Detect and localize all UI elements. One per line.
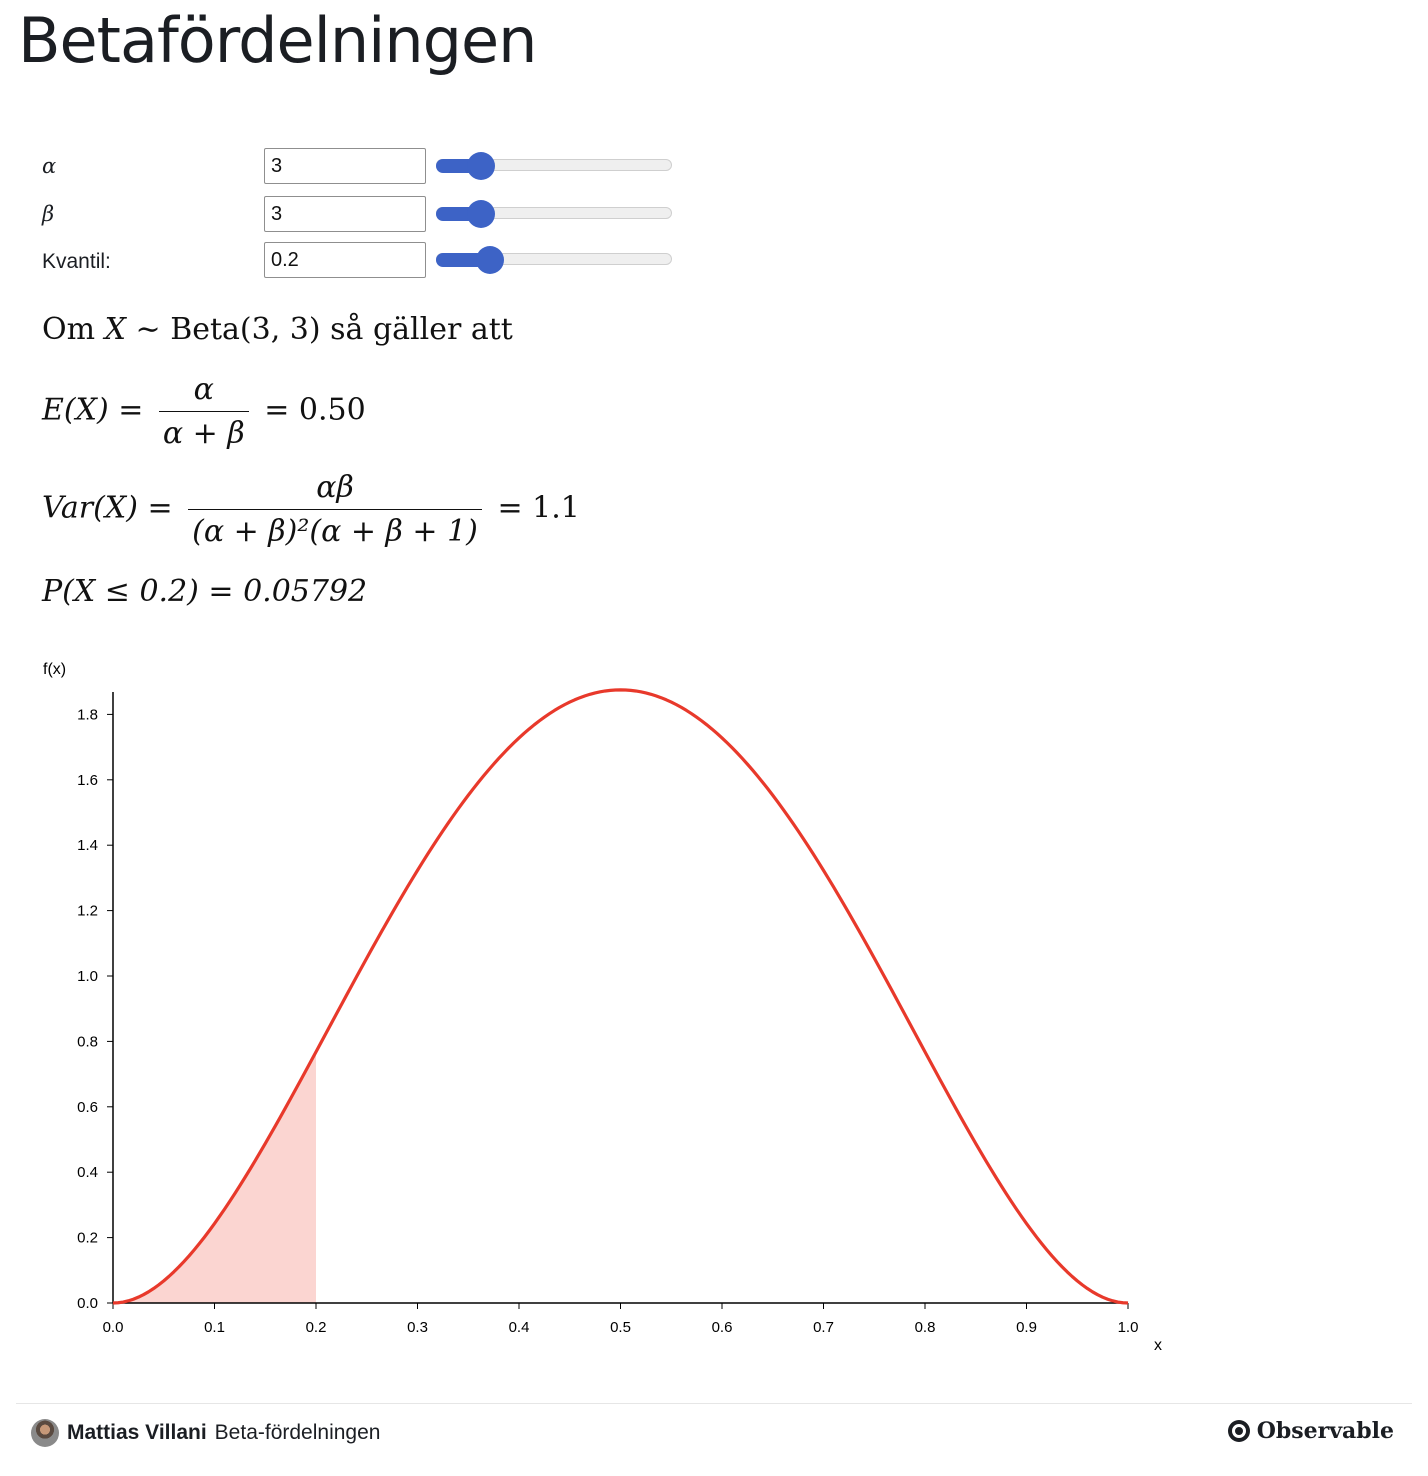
observable-brand-link[interactable]: Observable (1227, 1418, 1394, 1444)
expectation-value: = 0.50 (264, 392, 366, 428)
y-tick-label: 1.0 (77, 968, 98, 985)
variance-value: = 1.1 (497, 490, 580, 526)
beta-slider[interactable] (436, 200, 672, 228)
x-tick-label: 0.8 (915, 1319, 936, 1336)
alpha-slider-thumb[interactable] (467, 152, 495, 180)
distribution-statement: Om X ∼ Beta(3, 3) så gäller att (42, 312, 513, 347)
observable-brand-text: Observable (1256, 1418, 1394, 1444)
x-tick-label: 0.4 (509, 1319, 530, 1336)
probability-formula: P(X ≤ 0.2) = 0.05792 (42, 574, 368, 609)
quantile-input[interactable] (264, 242, 426, 278)
y-tick-label: 0.0 (77, 1295, 98, 1312)
x-tick-label: 0.1 (204, 1319, 225, 1336)
x-tick-label: 1.0 (1118, 1319, 1139, 1336)
expectation-lhs: E(X) = (42, 392, 144, 428)
y-tick-label: 0.2 (77, 1230, 98, 1247)
beta-control: β (42, 196, 682, 234)
y-tick-label: 0.6 (77, 1099, 98, 1116)
variance-denominator: (α + β)²(α + β + 1) (192, 514, 478, 549)
expectation-denominator: α + β (162, 416, 245, 451)
x-tick-label: 0.7 (813, 1319, 834, 1336)
y-tick-label: 0.8 (77, 1033, 98, 1050)
footer: Mattias Villani Beta-fördelningen (31, 1417, 380, 1449)
x-tick-label: 0.6 (712, 1319, 733, 1336)
expectation-numerator: α (158, 372, 249, 412)
x-tick-label: 0.0 (103, 1319, 124, 1336)
page-title: Betafördelningen (18, 4, 537, 77)
x-tick-label: 0.3 (407, 1319, 428, 1336)
x-tick-label: 0.5 (610, 1319, 631, 1336)
x-axis-label: x (1154, 1337, 1162, 1354)
statement-distribution: Beta(3, 3) (170, 312, 321, 347)
density-curve (112, 688, 1129, 1305)
variance-fraction: αβ (α + β)²(α + β + 1) (188, 470, 482, 549)
footer-divider (16, 1403, 1412, 1404)
variance-formula: Var(X) = αβ (α + β)²(α + β + 1) = 1.1 (42, 470, 580, 549)
statement-prefix: Om (42, 312, 96, 347)
y-tick-label: 1.8 (77, 706, 98, 723)
y-tick-label: 0.4 (77, 1164, 98, 1181)
y-axis-label: f(x) (43, 661, 66, 678)
x-axis: 0.0 0.1 0.2 0.3 0.4 0.5 0.6 0.7 0.8 0.9 1.0 (103, 1302, 1139, 1336)
alpha-control: α (42, 148, 682, 186)
quantile-label: Kvantil: (42, 250, 111, 273)
beta-density-chart: f(x) x 0.0 0.2 0.4 0.6 0.8 1.0 1.2 1.4 1.6 1.8 0.… (43, 661, 1162, 1354)
statement-variable: X (104, 312, 126, 347)
expectation-fraction: α α + β (158, 372, 249, 451)
y-axis: 0.0 0.2 0.4 0.6 0.8 1.0 1.2 1.4 1.6 1.8 (77, 692, 114, 1312)
variance-numerator: αβ (188, 470, 482, 510)
alpha-slider[interactable] (436, 152, 672, 180)
statement-suffix: så gäller att (330, 312, 513, 347)
y-tick-label: 1.2 (77, 903, 98, 920)
beta-input[interactable] (264, 196, 426, 232)
observable-logo-icon (1227, 1420, 1250, 1442)
alpha-label: α (42, 154, 57, 178)
alpha-input[interactable] (264, 148, 426, 184)
beta-label: β (42, 202, 55, 226)
quantile-shaded-area (113, 1051, 316, 1303)
statement-tilde: ∼ (135, 312, 161, 347)
quantile-slider-thumb[interactable] (476, 246, 504, 274)
expectation-formula: E(X) = α α + β = 0.50 (42, 372, 366, 451)
y-tick-label: 1.6 (77, 772, 98, 789)
quantile-slider[interactable] (436, 246, 672, 274)
x-tick-label: 0.2 (306, 1319, 327, 1336)
density-curve-group (112, 688, 1129, 1305)
author-name[interactable]: Mattias Villani (67, 1421, 207, 1444)
notebook-title[interactable]: Beta-fördelningen (214, 1421, 381, 1444)
shaded-area-group (113, 1051, 316, 1303)
y-tick-label: 1.4 (77, 837, 98, 854)
x-tick-label: 0.9 (1016, 1319, 1037, 1336)
variance-lhs: Var(X) = (42, 490, 173, 526)
quantile-control: Kvantil: (42, 242, 682, 280)
beta-slider-thumb[interactable] (467, 200, 495, 228)
author-avatar[interactable] (31, 1419, 59, 1447)
